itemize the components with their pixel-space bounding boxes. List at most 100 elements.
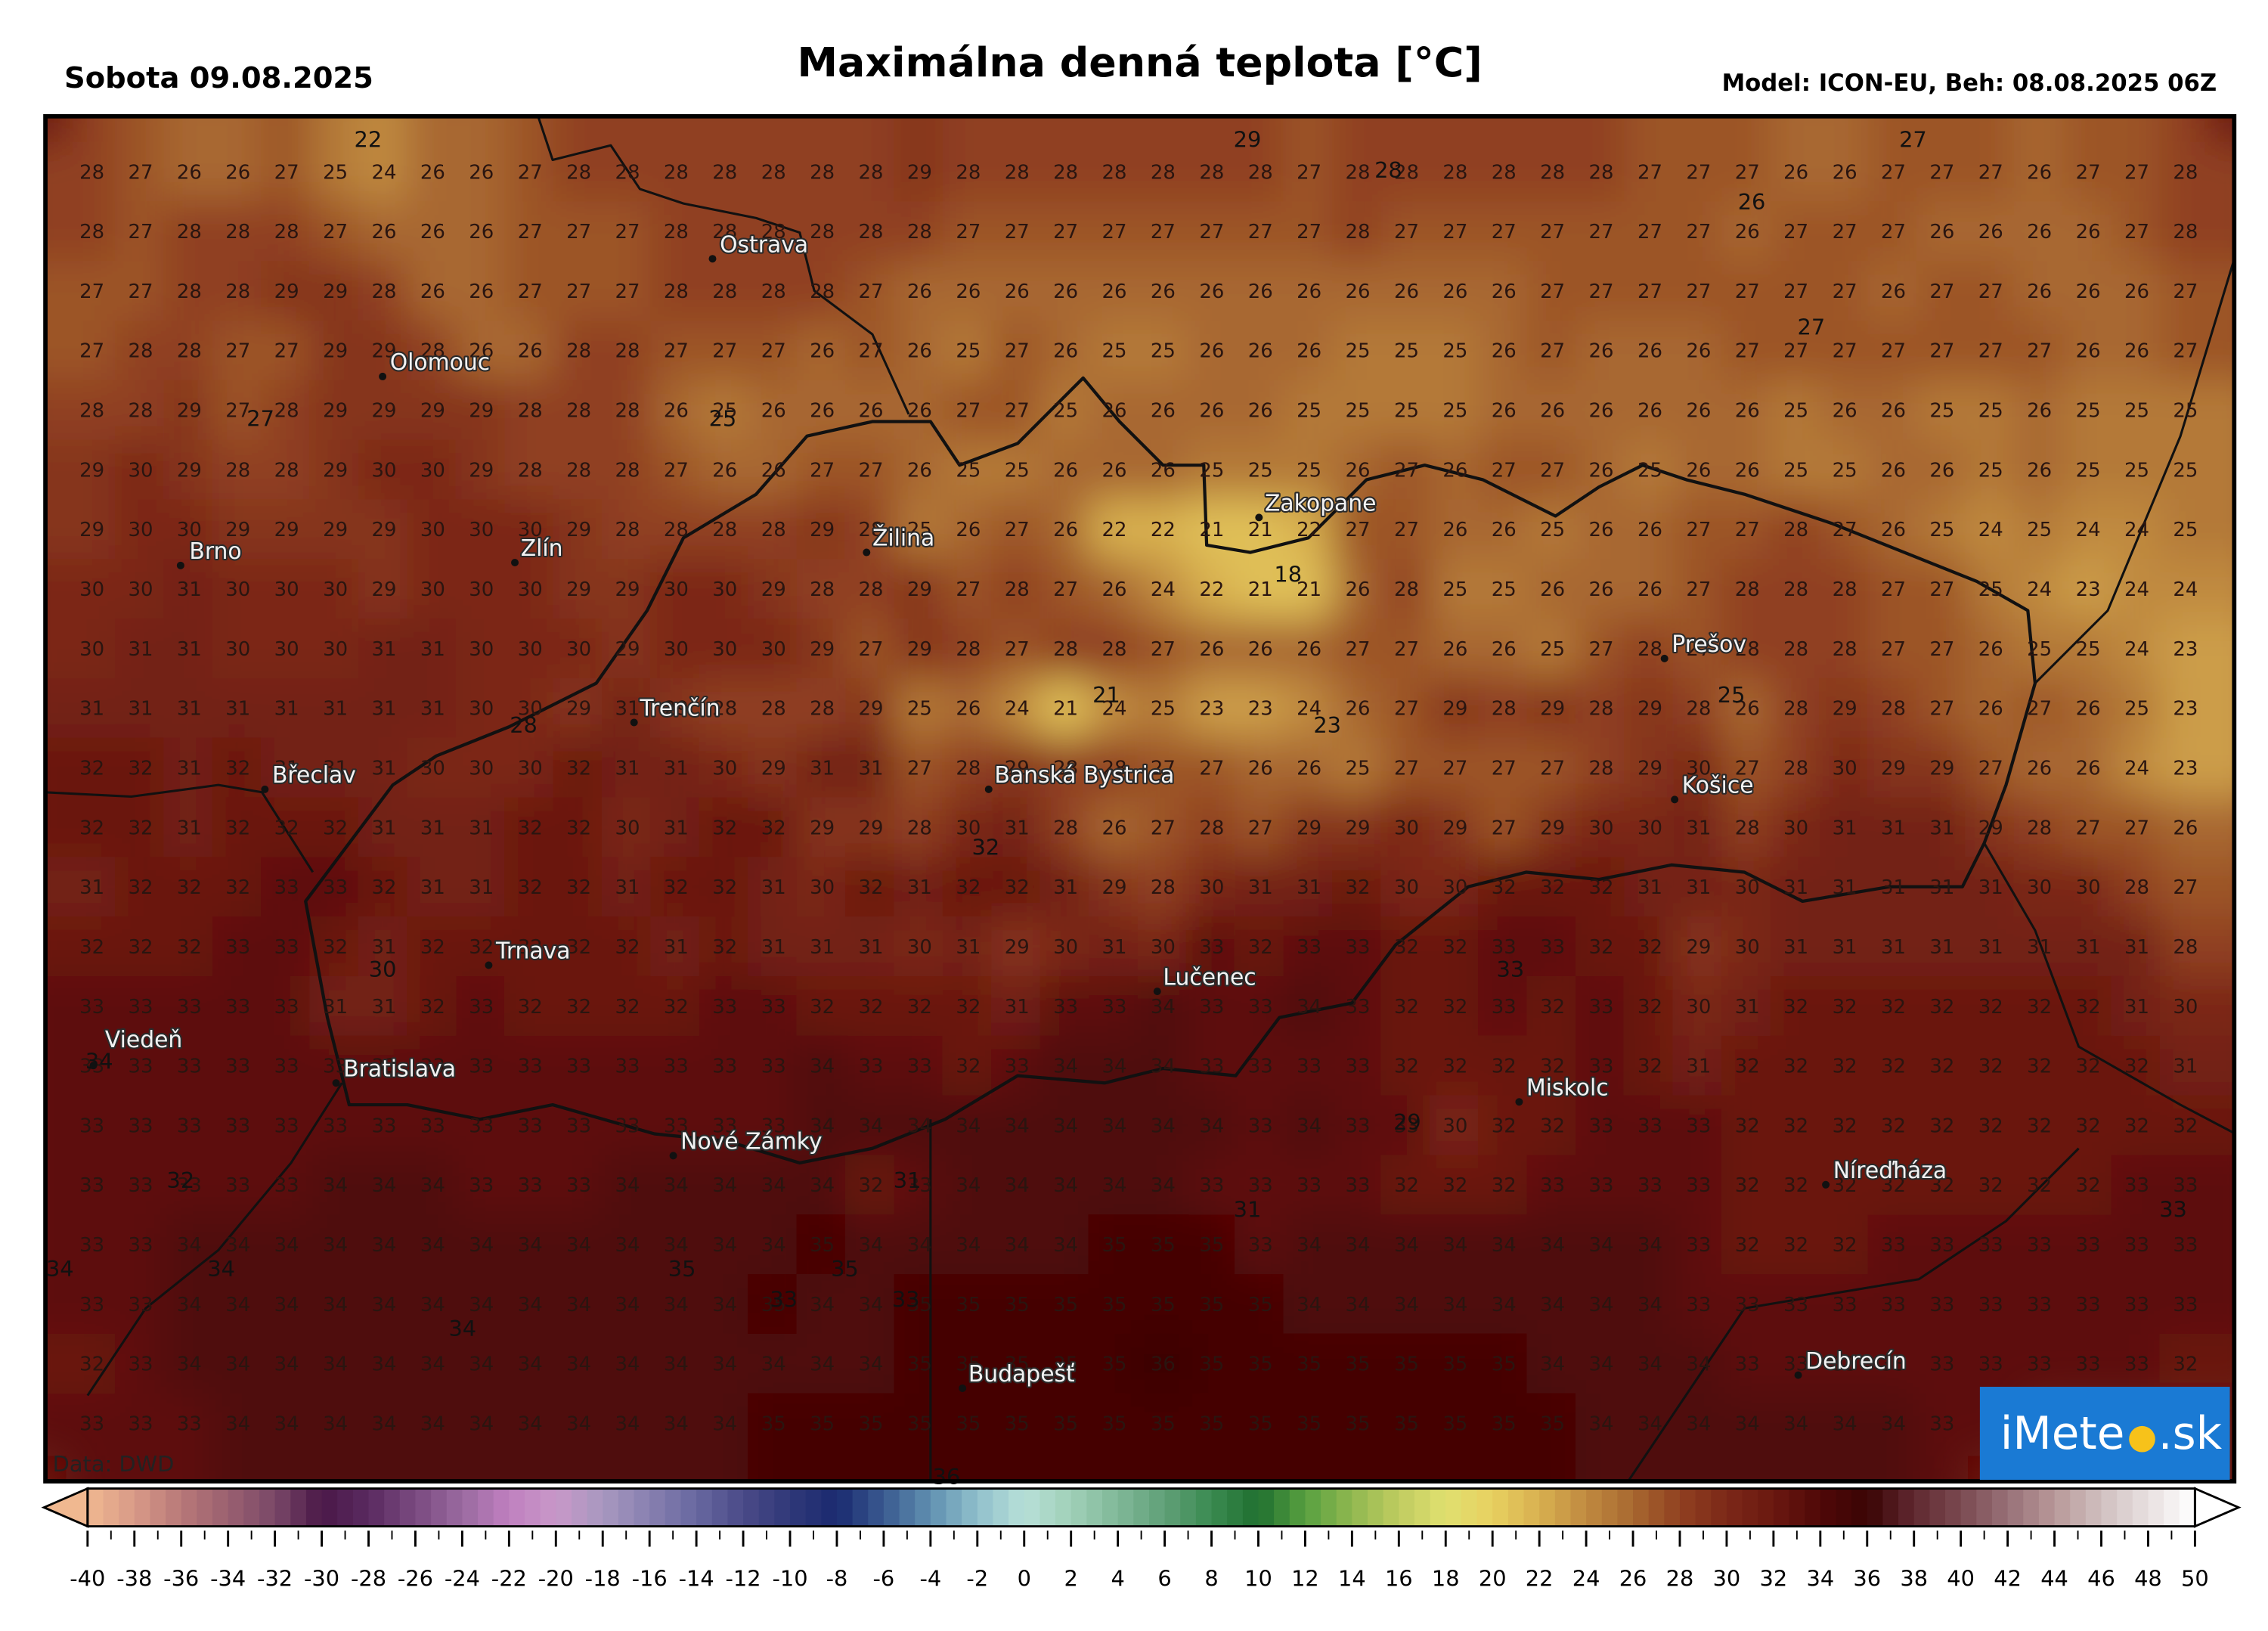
grid-value: 33 xyxy=(225,1056,250,1078)
grid-value: 27 xyxy=(664,340,689,363)
grid-value: 29 xyxy=(1637,698,1662,721)
temperature-cell xyxy=(1818,1333,1871,1397)
temperature-cell xyxy=(66,141,118,205)
city-dot xyxy=(630,718,638,727)
grid-value: 27 xyxy=(1881,578,1906,601)
temperature-cell xyxy=(504,619,556,681)
temperature-cell xyxy=(1575,141,1628,205)
temperature-cell-edge xyxy=(45,499,68,563)
grid-value: 26 xyxy=(1492,400,1517,423)
colorbar-swatch xyxy=(634,1488,651,1527)
temperature-cell xyxy=(261,559,313,622)
temperature-cell xyxy=(601,201,654,264)
grid-value: 30 xyxy=(712,578,737,601)
grid-value: 33 xyxy=(1686,1174,1711,1197)
temperature-cell xyxy=(748,857,800,919)
grid-value: 28 xyxy=(1199,161,1224,184)
colorbar-swatch xyxy=(1368,1488,1384,1527)
temperature-cell-edge xyxy=(1185,1454,1238,1481)
temperature-cell xyxy=(699,737,751,801)
grid-value: 28 xyxy=(615,161,640,184)
temperature-cell-edge xyxy=(45,797,68,860)
temperature-cell-edge xyxy=(1965,116,2017,144)
grid-value: 33 xyxy=(859,1056,884,1078)
temperature-cell xyxy=(114,1035,167,1099)
grid-value: 26 xyxy=(1589,459,1614,482)
grid-value: 28 xyxy=(615,519,640,541)
temperature-cell xyxy=(1916,439,1969,503)
temperature-cell xyxy=(2111,619,2163,681)
temperature-cell xyxy=(66,1095,118,1158)
temperature-cell xyxy=(796,1333,848,1397)
grid-value: 32 xyxy=(1248,936,1273,959)
temperature-cell xyxy=(1429,737,1481,801)
grid-value: 33 xyxy=(2124,1294,2149,1316)
grid-value: 35 xyxy=(1102,1294,1127,1316)
colorbar-swatch xyxy=(1820,1488,1837,1527)
temperature-cell xyxy=(455,439,507,503)
temperature-cell xyxy=(1672,975,1724,1039)
temperature-cell xyxy=(407,678,459,741)
grid-value: 25 xyxy=(2173,519,2198,541)
city-name: Níreďháza xyxy=(1833,1158,1947,1184)
temperature-cell xyxy=(163,916,215,979)
grid-value: 28 xyxy=(810,161,835,184)
colorbar-swatch xyxy=(1086,1488,1104,1527)
colorbar-label: 10 xyxy=(1244,1566,1272,1592)
temperature-cell xyxy=(748,1035,800,1099)
temperature-cell xyxy=(1040,1333,1092,1397)
temperature-cell xyxy=(1283,261,1335,324)
temperature-cell xyxy=(650,737,702,801)
temperature-cell-edge xyxy=(261,116,313,144)
temperature-cell xyxy=(1137,975,1189,1039)
grid-value: 26 xyxy=(1394,281,1419,303)
grid-value: 34 xyxy=(761,1174,786,1197)
temperature-cell-edge xyxy=(455,116,507,144)
temperature-cell xyxy=(114,1095,167,1158)
grid-value: 32 xyxy=(2027,1174,2052,1197)
grid-value: 33 xyxy=(1686,1294,1711,1316)
temperature-cell xyxy=(2062,201,2115,264)
temperature-cell xyxy=(455,1035,507,1099)
grid-value: 35 xyxy=(1297,1353,1321,1376)
temperature-cell xyxy=(2062,1274,2115,1337)
grid-value: 34 xyxy=(615,1174,640,1197)
colorbar-swatch xyxy=(1773,1488,1790,1527)
grid-value: 26 xyxy=(907,281,932,303)
grid-value: 32 xyxy=(128,757,153,780)
temperature-cell xyxy=(504,320,556,383)
temperature-cell xyxy=(261,1095,313,1158)
grid-value: 31 xyxy=(128,638,153,661)
temperature-cell-edge xyxy=(1331,116,1384,144)
logo-text: iMete xyxy=(2000,1408,2125,1460)
temperature-cell-edge xyxy=(748,116,800,144)
grid-value: 34 xyxy=(615,1353,640,1376)
grid-value: 32 xyxy=(1442,996,1467,1019)
grid-value: 28 xyxy=(225,281,250,303)
grid-value: 27 xyxy=(1053,578,1078,601)
grid-value: 30 xyxy=(518,757,543,780)
temperature-cell xyxy=(261,141,313,205)
temperature-cell xyxy=(1575,678,1628,741)
temperature-cell xyxy=(2159,797,2212,860)
grid-value: 33 xyxy=(177,1174,202,1197)
grid-value: 34 xyxy=(372,1294,397,1316)
temperature-cell xyxy=(1965,1333,2017,1397)
temperature-cell xyxy=(1624,797,1676,860)
colorbar-label: -18 xyxy=(585,1566,621,1592)
temperature-cell xyxy=(1721,1035,1774,1099)
temperature-cell xyxy=(2159,439,2212,503)
temperature-cell xyxy=(1137,1155,1189,1218)
temperature-cell xyxy=(407,975,459,1039)
temperature-cell xyxy=(358,737,411,801)
temperature-cell xyxy=(601,737,654,801)
grid-value: 35 xyxy=(1102,1353,1127,1376)
temperature-cell xyxy=(796,857,848,919)
colorbar-label: 20 xyxy=(1479,1566,1507,1592)
temperature-cell xyxy=(1185,1333,1238,1397)
temperature-cell xyxy=(2062,141,2115,205)
grid-value: 25 xyxy=(2076,400,2101,423)
grid-value: 31 xyxy=(761,936,786,959)
city-name: Zlín xyxy=(521,535,563,562)
temperature-cell xyxy=(1137,857,1189,919)
